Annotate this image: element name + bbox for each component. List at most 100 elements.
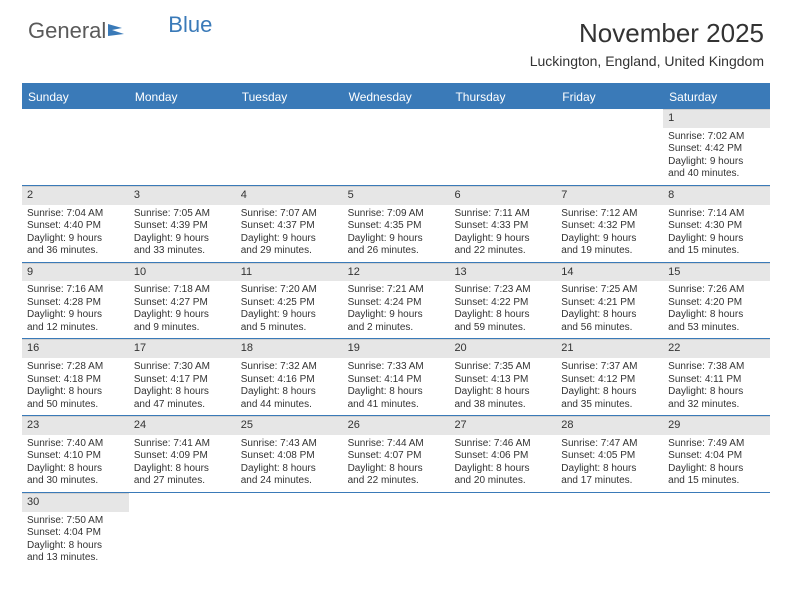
calendar-cell: 26Sunrise: 7:44 AMSunset: 4:07 PMDayligh… bbox=[343, 416, 450, 492]
cell-line: and 30 minutes. bbox=[27, 475, 124, 488]
date-number: 27 bbox=[449, 416, 556, 435]
day-header: Tuesday bbox=[236, 85, 343, 109]
cell-line: Sunrise: 7:21 AM bbox=[348, 284, 445, 297]
cell-body: Sunrise: 7:05 AMSunset: 4:39 PMDaylight:… bbox=[129, 205, 236, 262]
calendar-cell: 24Sunrise: 7:41 AMSunset: 4:09 PMDayligh… bbox=[129, 416, 236, 492]
cell-line: and 33 minutes. bbox=[134, 245, 231, 258]
cell-line: Sunset: 4:17 PM bbox=[134, 374, 231, 387]
cell-line: and 29 minutes. bbox=[241, 245, 338, 258]
date-number: 22 bbox=[663, 339, 770, 358]
calendar-cell: 23Sunrise: 7:40 AMSunset: 4:10 PMDayligh… bbox=[22, 416, 129, 492]
cell-line: Daylight: 9 hours bbox=[348, 233, 445, 246]
cell-line: Sunrise: 7:47 AM bbox=[561, 438, 658, 451]
week-row: 1Sunrise: 7:02 AMSunset: 4:42 PMDaylight… bbox=[22, 109, 770, 186]
calendar-cell: 5Sunrise: 7:09 AMSunset: 4:35 PMDaylight… bbox=[343, 186, 450, 262]
cell-line: Daylight: 8 hours bbox=[134, 386, 231, 399]
date-number: 8 bbox=[663, 186, 770, 205]
calendar-cell: 11Sunrise: 7:20 AMSunset: 4:25 PMDayligh… bbox=[236, 263, 343, 339]
title-block: November 2025 Luckington, England, Unite… bbox=[530, 18, 764, 69]
date-number: 30 bbox=[22, 493, 129, 512]
calendar-cell: 30Sunrise: 7:50 AMSunset: 4:04 PMDayligh… bbox=[22, 493, 129, 569]
cell-line: Sunrise: 7:25 AM bbox=[561, 284, 658, 297]
cell-line: Sunset: 4:10 PM bbox=[27, 450, 124, 463]
date-number: 12 bbox=[343, 263, 450, 282]
cell-line: Sunrise: 7:40 AM bbox=[27, 438, 124, 451]
cell-line: Sunset: 4:05 PM bbox=[561, 450, 658, 463]
calendar-cell: 7Sunrise: 7:12 AMSunset: 4:32 PMDaylight… bbox=[556, 186, 663, 262]
cell-line: Sunrise: 7:12 AM bbox=[561, 208, 658, 221]
cell-line: Sunset: 4:40 PM bbox=[27, 220, 124, 233]
cell-line: and 41 minutes. bbox=[348, 399, 445, 412]
cell-line: and 12 minutes. bbox=[27, 322, 124, 335]
day-header: Wednesday bbox=[343, 85, 450, 109]
cell-line: and 15 minutes. bbox=[668, 245, 765, 258]
cell-line: Daylight: 8 hours bbox=[27, 540, 124, 553]
cell-line: Sunset: 4:21 PM bbox=[561, 297, 658, 310]
cell-body: Sunrise: 7:11 AMSunset: 4:33 PMDaylight:… bbox=[449, 205, 556, 262]
cell-body: Sunrise: 7:28 AMSunset: 4:18 PMDaylight:… bbox=[22, 358, 129, 415]
cell-body: Sunrise: 7:23 AMSunset: 4:22 PMDaylight:… bbox=[449, 281, 556, 338]
cell-line: Daylight: 8 hours bbox=[27, 463, 124, 476]
cell-line: Sunrise: 7:37 AM bbox=[561, 361, 658, 374]
calendar-cell-empty bbox=[556, 493, 663, 569]
cell-line: and 40 minutes. bbox=[668, 168, 765, 181]
day-header: Thursday bbox=[449, 85, 556, 109]
cell-line: Sunrise: 7:43 AM bbox=[241, 438, 338, 451]
date-number: 26 bbox=[343, 416, 450, 435]
cell-line: Sunset: 4:14 PM bbox=[348, 374, 445, 387]
cell-line: and 50 minutes. bbox=[27, 399, 124, 412]
cell-line: Daylight: 9 hours bbox=[27, 233, 124, 246]
cell-line: Sunrise: 7:35 AM bbox=[454, 361, 551, 374]
date-number: 17 bbox=[129, 339, 236, 358]
cell-line: Daylight: 8 hours bbox=[348, 386, 445, 399]
date-number: 25 bbox=[236, 416, 343, 435]
cell-line: Daylight: 8 hours bbox=[27, 386, 124, 399]
cell-line: Sunrise: 7:11 AM bbox=[454, 208, 551, 221]
cell-line: and 44 minutes. bbox=[241, 399, 338, 412]
page-title: November 2025 bbox=[530, 18, 764, 49]
calendar-cell: 20Sunrise: 7:35 AMSunset: 4:13 PMDayligh… bbox=[449, 339, 556, 415]
cell-line: and 24 minutes. bbox=[241, 475, 338, 488]
date-number: 24 bbox=[129, 416, 236, 435]
date-number: 1 bbox=[663, 109, 770, 128]
week-row: 23Sunrise: 7:40 AMSunset: 4:10 PMDayligh… bbox=[22, 416, 770, 493]
cell-line: Sunset: 4:08 PM bbox=[241, 450, 338, 463]
cell-line: Sunrise: 7:02 AM bbox=[668, 131, 765, 144]
calendar-cell-empty bbox=[129, 109, 236, 185]
cell-line: Daylight: 9 hours bbox=[668, 233, 765, 246]
cell-line: Sunrise: 7:26 AM bbox=[668, 284, 765, 297]
week-row: 16Sunrise: 7:28 AMSunset: 4:18 PMDayligh… bbox=[22, 339, 770, 416]
cell-line: Daylight: 8 hours bbox=[454, 463, 551, 476]
cell-body: Sunrise: 7:50 AMSunset: 4:04 PMDaylight:… bbox=[22, 512, 129, 569]
calendar-cell: 10Sunrise: 7:18 AMSunset: 4:27 PMDayligh… bbox=[129, 263, 236, 339]
cell-line: and 2 minutes. bbox=[348, 322, 445, 335]
cell-body: Sunrise: 7:20 AMSunset: 4:25 PMDaylight:… bbox=[236, 281, 343, 338]
cell-line: and 5 minutes. bbox=[241, 322, 338, 335]
cell-body: Sunrise: 7:04 AMSunset: 4:40 PMDaylight:… bbox=[22, 205, 129, 262]
cell-body: Sunrise: 7:14 AMSunset: 4:30 PMDaylight:… bbox=[663, 205, 770, 262]
cell-line: Sunset: 4:27 PM bbox=[134, 297, 231, 310]
date-number: 5 bbox=[343, 186, 450, 205]
calendar-cell-empty bbox=[22, 109, 129, 185]
flag-icon bbox=[108, 18, 130, 44]
cell-line: and 32 minutes. bbox=[668, 399, 765, 412]
cell-body: Sunrise: 7:43 AMSunset: 4:08 PMDaylight:… bbox=[236, 435, 343, 492]
calendar-cell: 4Sunrise: 7:07 AMSunset: 4:37 PMDaylight… bbox=[236, 186, 343, 262]
cell-line: Sunset: 4:25 PM bbox=[241, 297, 338, 310]
calendar-cell-empty bbox=[449, 493, 556, 569]
cell-line: Sunset: 4:11 PM bbox=[668, 374, 765, 387]
cell-body: Sunrise: 7:44 AMSunset: 4:07 PMDaylight:… bbox=[343, 435, 450, 492]
cell-line: Sunrise: 7:28 AM bbox=[27, 361, 124, 374]
date-number: 21 bbox=[556, 339, 663, 358]
cell-line: Sunrise: 7:49 AM bbox=[668, 438, 765, 451]
cell-line: Sunrise: 7:46 AM bbox=[454, 438, 551, 451]
cell-line: and 20 minutes. bbox=[454, 475, 551, 488]
calendar-cell: 2Sunrise: 7:04 AMSunset: 4:40 PMDaylight… bbox=[22, 186, 129, 262]
week-row: 30Sunrise: 7:50 AMSunset: 4:04 PMDayligh… bbox=[22, 493, 770, 569]
date-number: 2 bbox=[22, 186, 129, 205]
cell-line: and 22 minutes. bbox=[348, 475, 445, 488]
calendar-cell: 6Sunrise: 7:11 AMSunset: 4:33 PMDaylight… bbox=[449, 186, 556, 262]
date-number: 19 bbox=[343, 339, 450, 358]
cell-line: Sunset: 4:20 PM bbox=[668, 297, 765, 310]
cell-body: Sunrise: 7:46 AMSunset: 4:06 PMDaylight:… bbox=[449, 435, 556, 492]
